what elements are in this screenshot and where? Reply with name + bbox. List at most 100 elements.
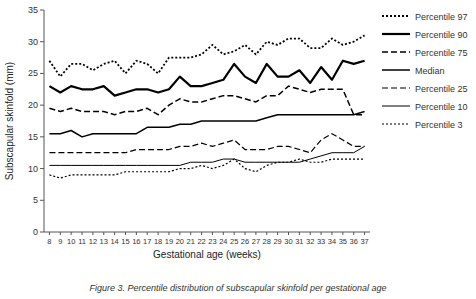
x-tick-label: 27 xyxy=(252,237,260,246)
legend-swatch xyxy=(382,33,410,35)
y-axis-line xyxy=(44,10,45,232)
x-tick-label: 11 xyxy=(78,237,86,246)
x-tick-label: 9 xyxy=(58,237,62,246)
x-tick-label: 33 xyxy=(317,237,325,246)
series-line xyxy=(49,61,364,96)
x-tick-label: 29 xyxy=(273,237,281,246)
x-tick xyxy=(321,232,322,235)
x-tick xyxy=(364,232,365,235)
x-tick xyxy=(223,232,224,235)
legend-swatch xyxy=(382,87,410,88)
y-tick-label: 30 xyxy=(28,37,38,47)
legend-label: Percentile 25 xyxy=(415,84,468,94)
y-tick xyxy=(40,200,44,201)
series-line xyxy=(49,159,364,178)
x-tick xyxy=(277,232,278,235)
y-tick xyxy=(40,232,44,233)
x-tick-label: 16 xyxy=(132,237,140,246)
x-tick-label: 15 xyxy=(121,237,129,246)
x-tick-label: 32 xyxy=(306,237,314,246)
series-line xyxy=(49,111,364,136)
series-line xyxy=(49,134,364,153)
x-tick xyxy=(310,232,311,235)
x-tick xyxy=(168,232,169,235)
y-axis-label: Subscapular skinfold (mm) xyxy=(4,62,15,180)
x-tick xyxy=(147,232,148,235)
y-tick xyxy=(40,73,44,74)
x-tick-label: 35 xyxy=(339,237,347,246)
x-tick-label: 30 xyxy=(284,237,292,246)
x-tick xyxy=(158,232,159,235)
x-tick-label: 10 xyxy=(67,237,75,246)
x-tick xyxy=(234,232,235,235)
x-tick xyxy=(255,232,256,235)
legend-label: Percentile 97 xyxy=(415,12,468,22)
x-tick xyxy=(288,232,289,235)
series-line xyxy=(49,146,364,165)
x-tick xyxy=(92,232,93,235)
y-tick-label: 25 xyxy=(28,68,38,78)
y-tick xyxy=(40,168,44,169)
y-tick-label: 35 xyxy=(28,5,38,15)
x-tick xyxy=(82,232,83,235)
x-tick-label: 18 xyxy=(154,237,162,246)
x-tick xyxy=(71,232,72,235)
legend-swatch xyxy=(382,51,410,53)
y-tick-label: 20 xyxy=(28,100,38,110)
x-tick-label: 26 xyxy=(241,237,249,246)
plot-lines xyxy=(49,35,364,178)
x-tick-label: 17 xyxy=(143,237,151,246)
x-tick xyxy=(49,232,50,235)
x-tick xyxy=(342,232,343,235)
x-axis-label: Gestational age (weeks) xyxy=(153,249,261,260)
caption: Figure 3. Percentile distribution of sub… xyxy=(89,283,386,293)
y-tick-label: 5 xyxy=(33,195,38,205)
x-tick-label: 20 xyxy=(176,237,184,246)
x-tick xyxy=(331,232,332,235)
legend-swatch xyxy=(382,69,410,71)
y-tick xyxy=(40,10,44,11)
y-tick xyxy=(40,136,44,137)
x-tick-label: 28 xyxy=(263,237,271,246)
legend-label: Percentile 90 xyxy=(415,30,468,40)
x-tick xyxy=(136,232,137,235)
legend-swatch xyxy=(382,123,410,124)
x-tick-label: 23 xyxy=(208,237,216,246)
legend-label: Percentile 75 xyxy=(415,48,468,58)
x-tick xyxy=(114,232,115,235)
y-tick-label: 0 xyxy=(33,227,38,237)
x-tick xyxy=(60,232,61,235)
x-tick-label: 24 xyxy=(219,237,227,246)
legend-label: Percentile 3 xyxy=(415,120,463,130)
y-tick xyxy=(40,105,44,106)
x-tick-label: 14 xyxy=(110,237,118,246)
x-tick-label: 36 xyxy=(350,237,358,246)
x-tick xyxy=(125,232,126,235)
x-tick xyxy=(201,232,202,235)
x-tick-label: 25 xyxy=(230,237,238,246)
series-line xyxy=(49,35,364,76)
x-tick xyxy=(212,232,213,235)
x-tick-label: 13 xyxy=(100,237,108,246)
x-tick xyxy=(103,232,104,235)
x-tick-label: 34 xyxy=(328,237,336,246)
x-tick-label: 19 xyxy=(165,237,173,246)
x-tick xyxy=(245,232,246,235)
x-tick-label: 12 xyxy=(89,237,97,246)
x-tick-label: 31 xyxy=(295,237,303,246)
x-tick xyxy=(266,232,267,235)
x-tick-label: 8 xyxy=(47,237,51,246)
x-tick xyxy=(179,232,180,235)
legend-label: Percentile 10 xyxy=(415,102,468,112)
x-tick xyxy=(353,232,354,235)
x-tick-label: 21 xyxy=(187,237,195,246)
x-tick-label: 37 xyxy=(360,237,368,246)
y-tick-label: 10 xyxy=(28,164,38,174)
x-tick xyxy=(190,232,191,235)
legend-swatch xyxy=(382,106,410,107)
series-line xyxy=(49,86,364,115)
y-tick xyxy=(40,41,44,42)
x-tick xyxy=(299,232,300,235)
legend-swatch xyxy=(382,15,410,17)
legend-label: Median xyxy=(415,66,445,76)
